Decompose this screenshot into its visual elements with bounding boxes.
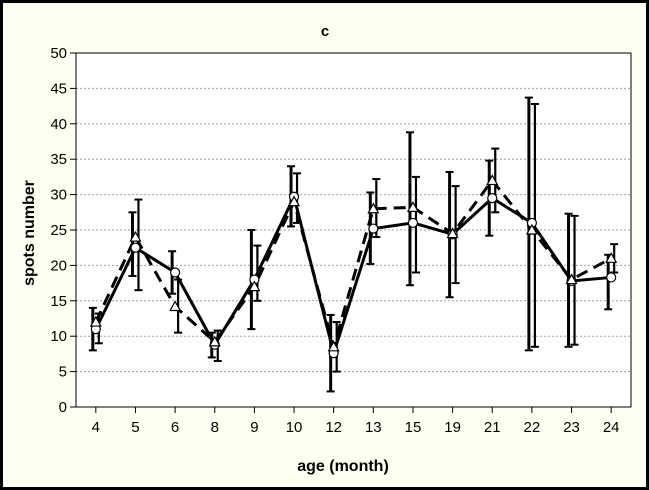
x-tick-label: 21 (484, 419, 501, 436)
data-point-triangle (446, 227, 459, 239)
y-tick-label: 25 (50, 222, 67, 239)
data-point-triangle (169, 300, 182, 312)
data-point-circle (130, 242, 141, 253)
data-point-circle (487, 193, 498, 204)
x-tick-label: 19 (444, 419, 461, 436)
y-tick-label: 35 (50, 151, 67, 168)
x-tick-label: 4 (92, 419, 100, 436)
y-tick-label: 5 (59, 364, 67, 381)
chart-title: c (321, 23, 329, 40)
x-tick-label: 9 (250, 419, 258, 436)
x-tick-label: 23 (563, 419, 580, 436)
data-point-circle (606, 272, 617, 283)
y-tick-label: 15 (50, 293, 67, 310)
y-tick-label: 30 (50, 187, 67, 204)
series-line-2 (94, 177, 612, 353)
x-tick-label: 5 (131, 419, 139, 436)
x-tick-label: 13 (365, 419, 382, 436)
y-tick-label: 50 (50, 45, 67, 62)
data-point-triangle (565, 273, 578, 285)
data-point-circle (407, 217, 419, 229)
x-tick-label: 8 (211, 419, 219, 436)
x-axis-title: age (month) (297, 458, 389, 475)
data-point-triangle (288, 195, 301, 207)
data-point-triangle (129, 230, 142, 242)
y-tick-label: 20 (50, 257, 67, 274)
y-tick-label: 45 (50, 80, 67, 97)
data-point-triangle (406, 201, 419, 212)
data-point-triangle (486, 174, 499, 186)
y-tick-label: 0 (59, 399, 67, 416)
data-point-triangle (327, 340, 340, 352)
y-tick-label: 10 (50, 328, 67, 345)
data-point-triangle (208, 335, 221, 347)
x-tick-label: 24 (603, 419, 620, 436)
x-tick-label: 6 (171, 419, 179, 436)
data-point-circle (170, 267, 181, 278)
series-line-1 (94, 192, 612, 359)
y-tick-label: 40 (50, 116, 67, 133)
data-point-triangle (89, 315, 102, 327)
data-point-triangle (605, 252, 618, 263)
x-tick-label: 12 (325, 419, 342, 436)
x-tick-label: 10 (286, 419, 303, 436)
data-point-triangle (525, 223, 538, 235)
x-tick-label: 22 (524, 419, 541, 436)
y-axis-title: spots number (21, 180, 38, 286)
data-point-triangle (367, 202, 380, 214)
x-tick-label: 15 (405, 419, 422, 436)
data-point-circle (368, 223, 379, 234)
data-point-triangle (248, 280, 261, 292)
